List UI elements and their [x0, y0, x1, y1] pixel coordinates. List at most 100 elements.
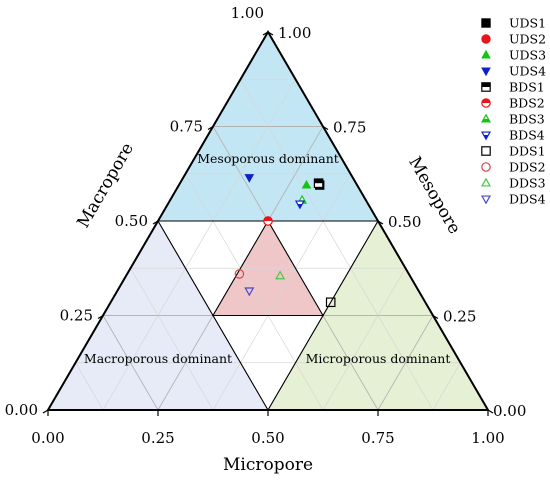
- right-tick-label: 0.75: [333, 119, 366, 137]
- tick-mark: [207, 125, 214, 131]
- point-bds2: [263, 216, 273, 226]
- legend-marker-bds3: [480, 113, 492, 123]
- tick-mark: [322, 125, 329, 131]
- legend-marker-dds2: [481, 162, 491, 172]
- legend-label: BDS1: [509, 80, 545, 95]
- legend-marker-dds3-shape: [480, 177, 492, 187]
- region-label-microporous: Microporous dominant: [306, 351, 451, 366]
- legend-marker-dds1-shape: [481, 146, 491, 156]
- grid-line: [102, 79, 296, 411]
- grid-line: [322, 268, 406, 411]
- grid-line: [185, 173, 324, 411]
- legend-marker-dds4-shape: [480, 195, 492, 205]
- point-uds4-shape: [244, 174, 255, 183]
- legend-item-dds1: DDS1: [481, 144, 546, 159]
- legend-label: DDS4: [509, 192, 546, 207]
- point-bds1: [313, 178, 324, 188]
- legend-marker-bds3-fill: [482, 119, 490, 122]
- point-dds4: [244, 287, 255, 297]
- point-uds3-shape: [301, 179, 312, 189]
- legend-item-dds2: DDS2: [481, 160, 546, 175]
- tick-mark: [97, 314, 104, 320]
- legend-item-dds4: DDS4: [480, 192, 546, 207]
- left-tick-label: 0.50: [115, 212, 148, 230]
- region-labels: Mesoporous dominant Macroporous dominant M…: [84, 151, 450, 366]
- tick-mark: [267, 31, 274, 36]
- grid-line: [75, 362, 104, 411]
- legend-marker-bds4: [480, 131, 492, 141]
- legend-marker-bds1: [481, 82, 491, 92]
- point-bds2-fill: [263, 216, 273, 221]
- bottom-tick-label: 0.00: [31, 429, 64, 447]
- point-dds3: [275, 270, 286, 280]
- legend-label: BDS4: [509, 128, 545, 143]
- point-dds3-shape: [275, 270, 286, 280]
- region-label-mesoporous: Mesoporous dominant: [197, 151, 339, 166]
- legend-item-bds2: BDS2: [481, 96, 545, 111]
- legend-marker-dds4: [480, 195, 492, 205]
- legend-marker-bds2: [481, 98, 491, 108]
- tick-labels: 0.00 0.00 1.00 0.25 0.25 0.75 0.50 0.50 0.50 0.75…: [5, 4, 527, 447]
- tick-mark: [42, 409, 49, 414]
- point-uds3: [301, 179, 312, 189]
- tick-mark: [377, 220, 384, 225]
- right-tick-label: 0.00: [493, 402, 526, 420]
- point-dds2-shape: [234, 269, 245, 279]
- grid-line: [240, 79, 434, 411]
- legend-marker-uds4-shape: [481, 67, 491, 77]
- legend-item-bds4: BDS4: [480, 128, 545, 143]
- left-tick-label: 0.00: [5, 401, 38, 419]
- grid-line: [377, 315, 434, 411]
- legend-label: UDS1: [509, 16, 546, 31]
- legend-item-uds4: UDS4: [481, 64, 546, 79]
- point-bds4: [294, 200, 305, 210]
- grid-layer: [75, 78, 461, 411]
- legend-label: DDS1: [509, 144, 546, 159]
- point-bds4-fill: [297, 203, 303, 209]
- legend-item-bds3: BDS3: [480, 112, 545, 127]
- legend-marker-bds2-fill: [481, 98, 491, 103]
- tick-mark: [262, 31, 269, 36]
- legend-marker-uds1: [481, 18, 491, 28]
- grid-line: [212, 173, 351, 411]
- legend-item-uds3: UDS3: [481, 48, 546, 63]
- tick-mark: [487, 409, 494, 414]
- legend-label: BDS3: [509, 112, 545, 127]
- legend: UDS1UDS2UDS3UDS4BDS1BDS2BDS3BDS4DDS1DDS2…: [480, 16, 546, 207]
- legend-marker-bds1-fill: [481, 82, 491, 87]
- legend-marker-dds3: [480, 177, 492, 187]
- bottom-tick-label: 0.25: [141, 429, 174, 447]
- grid-line: [432, 362, 461, 411]
- legend-label: UDS2: [509, 32, 546, 47]
- legend-label: UDS4: [509, 64, 546, 79]
- left-tick-label: 0.25: [60, 307, 93, 325]
- bottom-tick-label: 0.75: [361, 429, 394, 447]
- bottom-tick-label: 1.00: [471, 429, 504, 447]
- legend-marker-dds2-shape: [481, 162, 491, 172]
- legend-label: UDS3: [509, 48, 546, 63]
- legend-marker-uds2-shape: [481, 34, 491, 44]
- legend-item-bds1: BDS1: [481, 80, 545, 95]
- legend-item-dds3: DDS3: [480, 176, 546, 191]
- right-tick-label: 1.00: [278, 24, 311, 42]
- center-triangle-outline: [212, 219, 324, 317]
- legend-marker-uds1-shape: [481, 18, 491, 28]
- region-label-macroporous: Macroporous dominant: [84, 351, 232, 366]
- point-bds1-fill: [314, 179, 323, 184]
- legend-label: DDS3: [509, 176, 546, 191]
- legend-label: DDS2: [509, 160, 546, 175]
- tick-mark: [152, 220, 159, 225]
- point-dds1: [325, 297, 336, 308]
- grid-line: [102, 315, 159, 411]
- legend-item-uds1: UDS1: [481, 16, 546, 31]
- point-dds1-shape: [325, 297, 336, 308]
- triangle-frame: [42, 30, 494, 416]
- left-tick-label: 0.75: [170, 118, 203, 136]
- legend-item-uds2: UDS2: [481, 32, 546, 47]
- legend-marker-bds4-fill: [483, 135, 489, 140]
- legend-marker-dds1: [481, 146, 491, 156]
- point-uds4: [244, 174, 255, 183]
- tick-mark: [432, 314, 439, 320]
- legend-marker-uds3-shape: [481, 49, 491, 59]
